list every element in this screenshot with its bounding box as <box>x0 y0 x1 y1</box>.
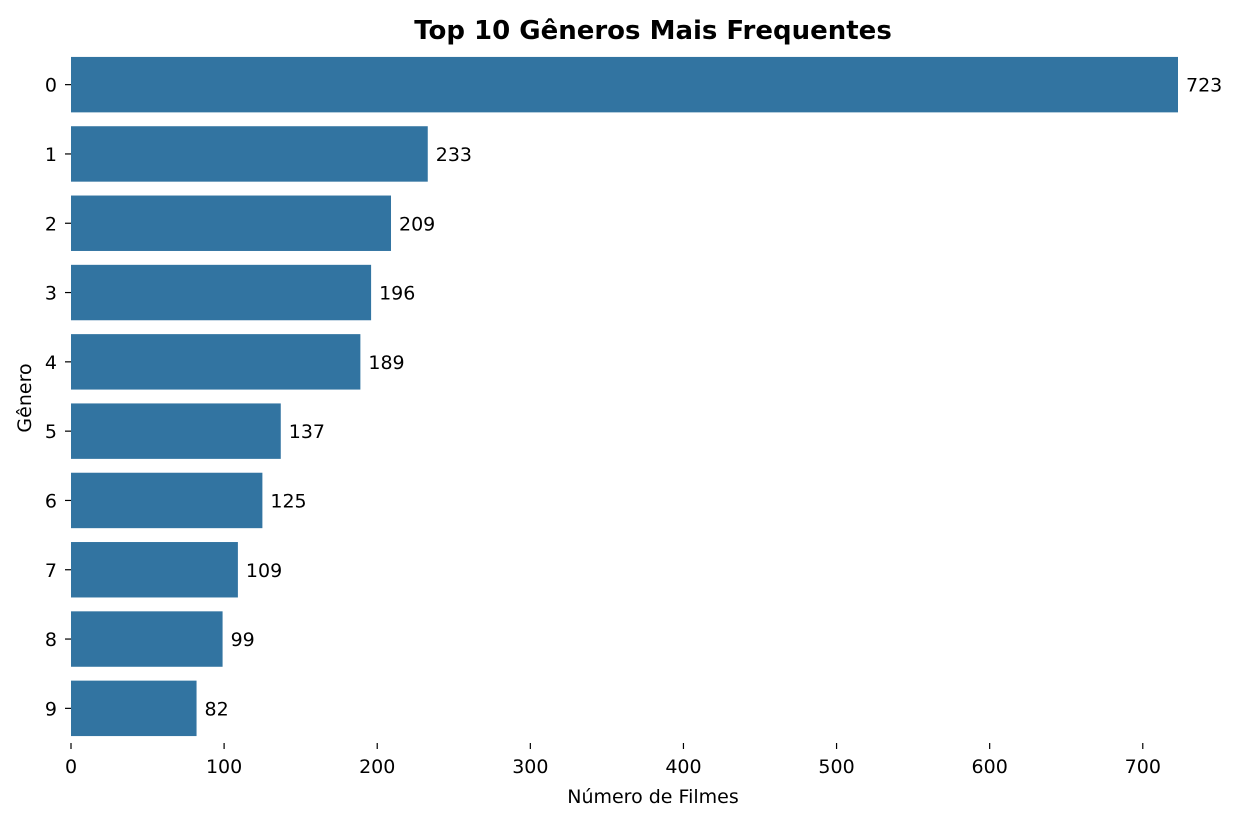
x-tick-label-700: 700 <box>1125 756 1161 778</box>
y-axis: 0 1 2 3 4 5 6 7 8 9 <box>45 75 71 720</box>
bar-1 <box>71 126 428 182</box>
y-tick-label-2: 2 <box>45 213 57 235</box>
x-tick-label-300: 300 <box>512 756 548 778</box>
x-tick-label-500: 500 <box>818 756 854 778</box>
x-tick-label-200: 200 <box>359 756 395 778</box>
y-tick-label-8: 8 <box>45 629 57 651</box>
x-tick-label-100: 100 <box>206 756 242 778</box>
bar-2 <box>71 195 392 251</box>
bars-group <box>71 56 1178 737</box>
y-tick-label-1: 1 <box>45 144 57 166</box>
y-tick-label-9: 9 <box>45 698 57 720</box>
y-axis-title: Gênero <box>14 363 36 432</box>
bar-9 <box>71 680 197 737</box>
y-tick-label-6: 6 <box>45 490 57 512</box>
bar-4 <box>71 334 361 390</box>
data-label-0: 723 <box>1186 75 1222 97</box>
x-tick-label-400: 400 <box>665 756 701 778</box>
bar-5 <box>71 403 281 459</box>
data-label-2: 209 <box>399 213 435 235</box>
data-label-3: 196 <box>379 283 415 305</box>
data-label-9: 82 <box>205 698 229 720</box>
data-label-7: 109 <box>246 560 282 582</box>
bar-6 <box>71 472 263 529</box>
data-label-1: 233 <box>436 144 472 166</box>
data-label-8: 99 <box>231 629 255 651</box>
y-tick-label-7: 7 <box>45 560 57 582</box>
data-label-5: 137 <box>289 421 325 443</box>
y-tick-label-4: 4 <box>45 352 57 374</box>
y-tick-label-5: 5 <box>45 421 57 443</box>
bar-3 <box>71 264 372 321</box>
bar-7 <box>71 542 238 598</box>
data-label-6: 125 <box>270 490 306 512</box>
bar-8 <box>71 611 223 667</box>
x-tick-label-0: 0 <box>65 756 77 778</box>
data-label-4: 189 <box>368 352 404 374</box>
x-axis-title: Número de Filmes <box>567 786 739 808</box>
data-labels-group: 723 233 209 196 189 137 125 109 99 82 <box>205 75 1223 721</box>
bar-0 <box>71 56 1178 113</box>
y-tick-label-3: 3 <box>45 283 57 305</box>
x-axis: 0 100 200 300 400 500 600 700 <box>65 743 1161 778</box>
x-tick-label-600: 600 <box>972 756 1008 778</box>
chart-title: Top 10 Gêneros Mais Frequentes <box>414 16 892 46</box>
y-tick-label-0: 0 <box>45 75 57 97</box>
